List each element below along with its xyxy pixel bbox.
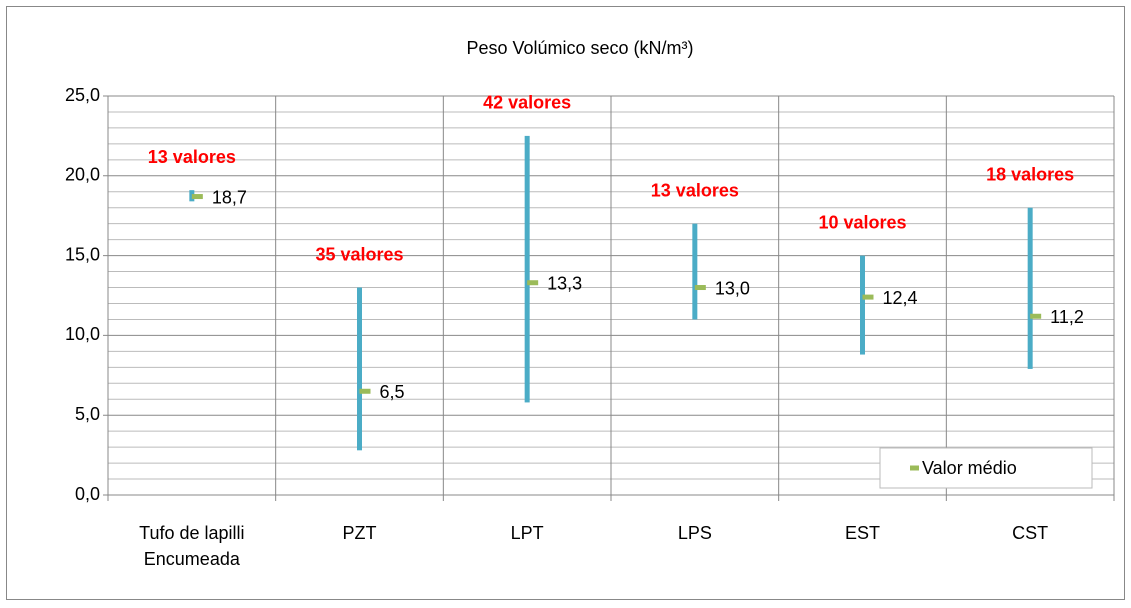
mean-marker [527, 280, 539, 286]
annotation: 10 valores [818, 212, 906, 232]
range-bar [524, 135, 530, 403]
y-tick-label: 15,0 [65, 244, 100, 264]
mean-marker [694, 285, 706, 291]
range-bar [1027, 207, 1033, 369]
annotation: 13 valores [148, 147, 236, 167]
x-tick-label: EST [844, 523, 880, 543]
y-tick-label: 25,0 [65, 85, 100, 105]
annotation: 35 valores [315, 244, 403, 264]
chart-title: Peso Volúmico seco (kN/m³) [466, 38, 693, 58]
legend-label: Valor médio [922, 458, 1017, 478]
x-tick-label: PZT [342, 523, 377, 543]
x-tick-label: CST [1012, 523, 1049, 543]
value-label: 13,0 [715, 278, 750, 298]
annotation: 13 valores [651, 180, 739, 200]
value-label: 11,2 [1050, 307, 1084, 327]
range-bar [357, 287, 362, 451]
annotation: 42 valores [483, 93, 571, 113]
range-bar [860, 255, 865, 355]
y-tick-label: 5,0 [75, 404, 100, 424]
x-tick-label: Tufo de lapilli Encumeada [139, 523, 245, 569]
mean-marker [862, 294, 874, 300]
x-tick-label: LPT [510, 523, 544, 543]
value-label: 12,4 [883, 288, 918, 308]
y-tick-label: 0,0 [75, 484, 100, 504]
value-label: 13,3 [547, 273, 582, 293]
range-bar [692, 223, 698, 320]
legend-marker [910, 465, 919, 471]
value-label: 6,5 [380, 382, 405, 402]
mean-marker [1030, 313, 1042, 319]
annotation: 18 valores [986, 164, 1074, 184]
mean-marker [191, 194, 203, 200]
y-tick-label: 20,0 [65, 165, 100, 185]
mean-marker [359, 388, 371, 394]
y-tick-label: 10,0 [65, 324, 100, 344]
x-tick-label: LPS [677, 523, 712, 543]
value-label: 18,7 [212, 187, 247, 207]
